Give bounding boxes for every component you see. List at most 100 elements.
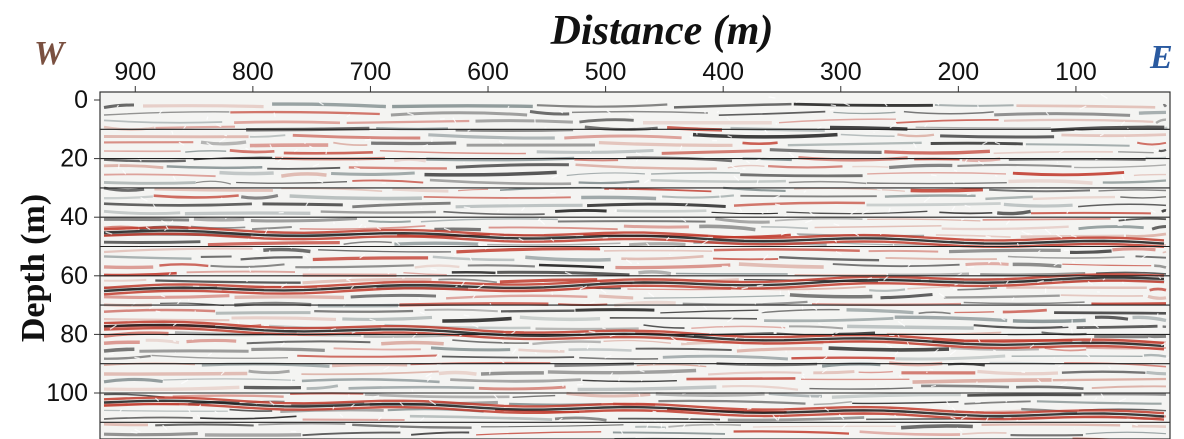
noise-streak (364, 225, 367, 228)
reflector-segment (1078, 225, 1144, 231)
reflector-segment (518, 348, 565, 353)
noise-streak (761, 309, 768, 313)
reflector-segment (918, 311, 951, 315)
noise-streak (774, 203, 781, 206)
noise-streak (471, 323, 479, 328)
reflector-segment (727, 416, 865, 422)
reflector-segment (291, 401, 365, 406)
reflector-segment (414, 264, 460, 269)
reflector-segment (1074, 164, 1167, 169)
noise-streak (768, 96, 776, 99)
reflector-segment (866, 182, 1007, 185)
x-tick-label: 200 (937, 58, 979, 86)
noise-streak (640, 379, 643, 382)
x-tick-label: 700 (350, 58, 392, 86)
reflector-segment (103, 158, 186, 163)
noise-streak (245, 147, 249, 151)
noise-streak (924, 123, 928, 128)
reflector-segment (1076, 324, 1158, 329)
reflector-segment (888, 163, 953, 170)
noise-streak (901, 319, 904, 321)
reflector-segment (103, 331, 169, 338)
strong-reflector (103, 229, 1165, 245)
reflector-segment (103, 209, 181, 216)
noise-streak (1071, 234, 1077, 238)
reflector-segment (1136, 141, 1167, 146)
east-label: E (1149, 39, 1173, 76)
strong-reflector (103, 320, 1165, 345)
reflector-segment (456, 247, 601, 254)
noise-streak (207, 352, 213, 357)
noise-streak (1011, 297, 1015, 301)
noise-streak (434, 353, 440, 359)
noise-streak (387, 272, 390, 275)
noise-streak (1102, 278, 1106, 281)
reflector-segment (103, 294, 230, 299)
reflector-segment (866, 202, 1001, 207)
noise-streak (812, 306, 818, 311)
noise-streak (122, 169, 127, 175)
reflector-segment (858, 370, 893, 374)
noise-streak (907, 263, 912, 268)
noise-streak (994, 141, 1001, 145)
reflector-segment (575, 308, 655, 312)
reflector-segment (1132, 315, 1167, 323)
x-tick-label: 800 (232, 58, 274, 86)
reflector-segment (943, 294, 1060, 299)
noise-streak (818, 395, 821, 398)
reflector-segment (814, 225, 942, 229)
noise-streak (688, 417, 691, 420)
reflector-segment (231, 316, 337, 321)
noise-streak (794, 233, 799, 237)
noise-streak (500, 339, 505, 344)
reflector-segment (1094, 315, 1129, 321)
reflector-segment (229, 408, 273, 412)
noise-streak (395, 241, 401, 246)
noise-streak (425, 372, 433, 378)
reflector-segment (742, 141, 778, 146)
noise-streak (325, 149, 328, 155)
noise-streak (134, 428, 141, 433)
reflector-segment (475, 119, 573, 124)
noise-streak (985, 235, 991, 238)
reflector-segment (1016, 385, 1084, 390)
reflector-segment (962, 157, 1001, 163)
reflector-segment (424, 170, 557, 177)
noise-streak (331, 328, 336, 331)
reflector-segment (155, 125, 236, 130)
reflector-segment (535, 327, 639, 331)
reflector-segment (778, 118, 896, 124)
noise-streak (105, 231, 113, 235)
noise-streak (609, 372, 614, 377)
reflector-segment (455, 128, 574, 133)
reflector-segment (895, 354, 1006, 361)
reflector-segment (934, 104, 1014, 107)
noise-streak (809, 395, 812, 400)
noise-streak (711, 421, 717, 427)
reflector-segment (442, 316, 512, 323)
noise-streak (426, 376, 432, 382)
noise-streak (883, 101, 888, 107)
reflector-segment (950, 347, 1039, 351)
noise-streak (517, 355, 520, 361)
reflector-segment (921, 384, 1010, 389)
reflector-segment (1025, 143, 1130, 147)
reflector-segment (381, 340, 444, 346)
noise-streak (816, 126, 822, 130)
noise-streak (788, 152, 795, 158)
noise-streak (353, 166, 361, 170)
noise-streak (1016, 419, 1019, 422)
reflector-segment (1061, 133, 1167, 138)
reflector-segment (1002, 308, 1047, 314)
reflector-segment (1012, 318, 1086, 324)
reflector-segment (675, 272, 788, 275)
reflector-segment (263, 247, 311, 254)
reflector-segment (312, 256, 429, 262)
noise-streak (181, 379, 189, 385)
reflector-segment (262, 202, 343, 207)
noise-streak (1123, 136, 1127, 139)
noise-streak (838, 413, 845, 420)
reflector-segment (615, 263, 731, 270)
noise-streak (137, 156, 142, 162)
noise-streak (1100, 392, 1105, 399)
